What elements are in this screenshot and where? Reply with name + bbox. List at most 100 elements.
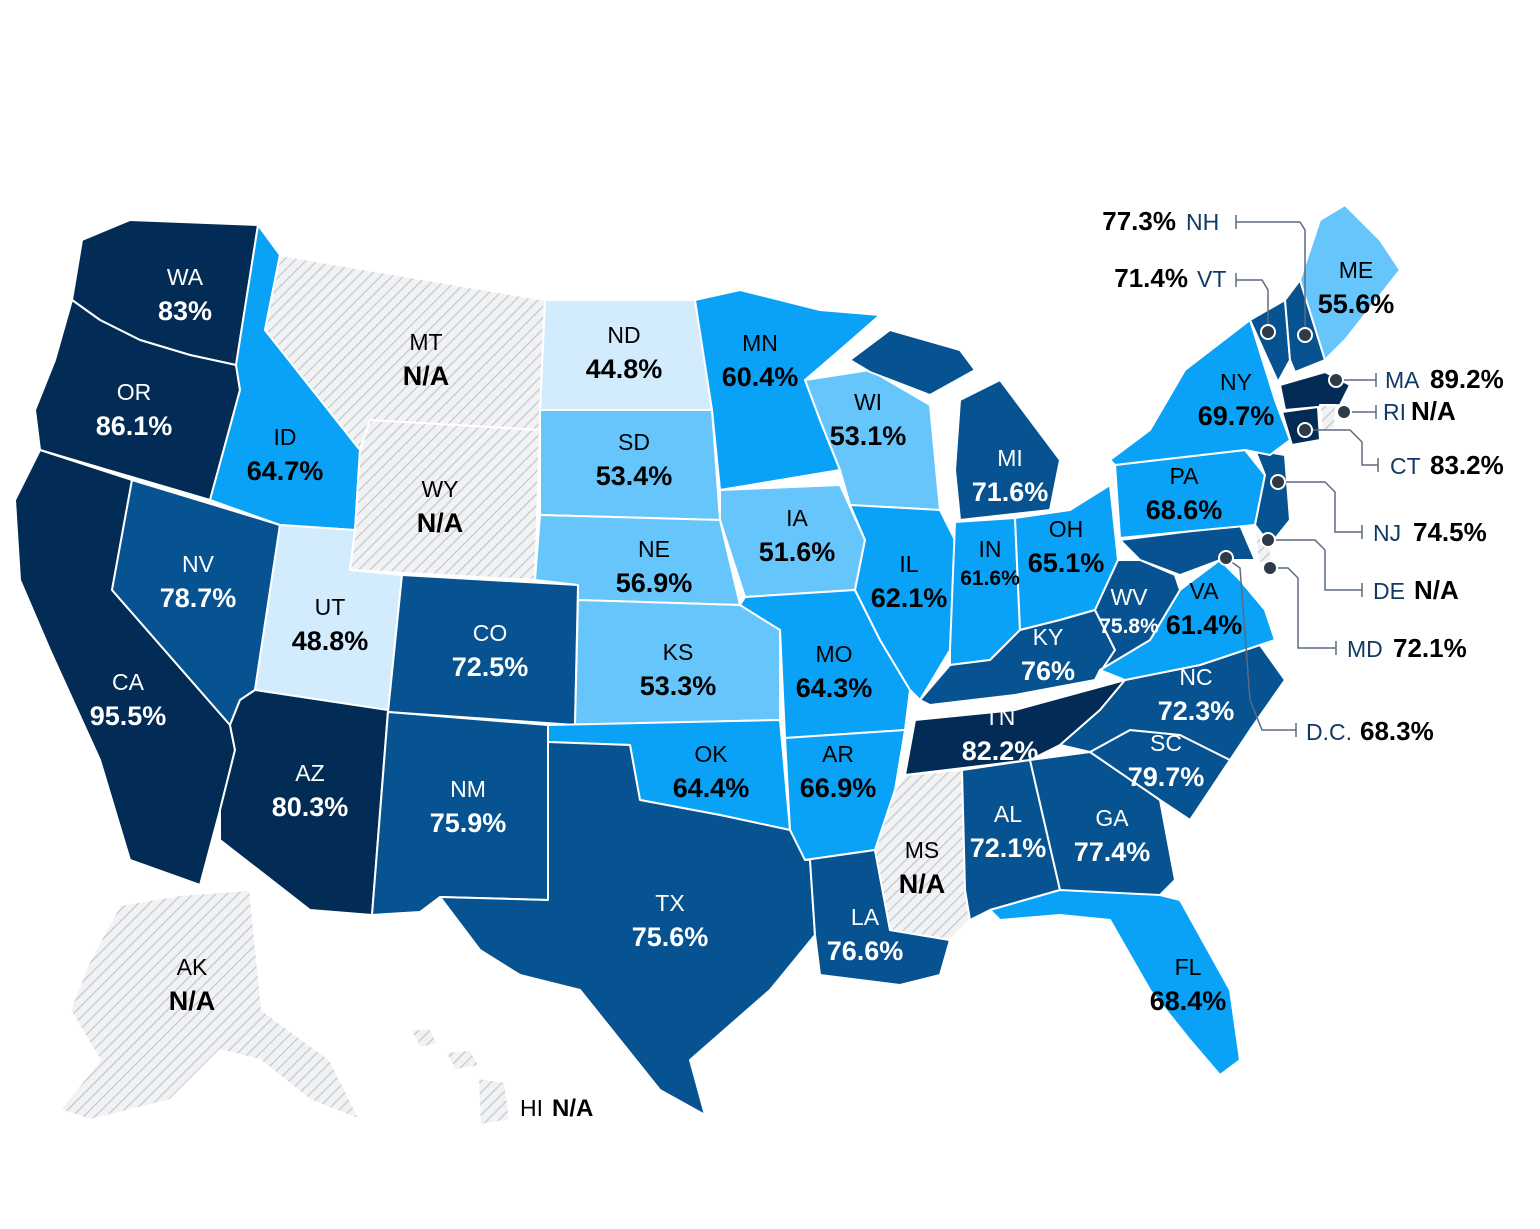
callout-dot-nj <box>1270 474 1286 490</box>
callout-dot-nh <box>1297 327 1313 343</box>
callout-abbr-md: MD <box>1347 636 1383 662</box>
state-label-value-or: 86.1% <box>96 411 173 441</box>
state-NC[interactable] <box>1059 644 1286 761</box>
state-FL[interactable] <box>989 889 1241 1076</box>
callout-abbr-ct: CT <box>1390 453 1421 479</box>
callout-line-vt <box>1236 279 1269 332</box>
state-label-abbr-tx: TX <box>655 890 684 916</box>
state-label-value-nd: 44.8% <box>586 354 663 384</box>
state-label-value-az: 80.3% <box>272 792 349 822</box>
state-label-abbr-ne: NE <box>638 536 670 562</box>
state-label-value-ks: 53.3% <box>640 671 717 701</box>
callout-abbr-de: DE <box>1373 578 1405 604</box>
state-label-value-wa: 83% <box>158 296 212 326</box>
callout-value-nj: 74.5% <box>1413 517 1487 547</box>
state-label-abbr-fl: FL <box>1175 954 1202 980</box>
state-label-abbr-oh: OH <box>1049 516 1084 542</box>
state-NY[interactable] <box>1109 319 1291 466</box>
state-label-abbr-mo: MO <box>815 641 852 667</box>
state-label-abbr-in: IN <box>979 536 1002 562</box>
state-label-abbr-me: ME <box>1339 257 1374 283</box>
callout-line-ct <box>1305 429 1378 466</box>
state-label-abbr-nm: NM <box>450 776 486 802</box>
state-label-value-il: 62.1% <box>871 583 948 613</box>
state-label-value-tx: 75.6% <box>632 922 709 952</box>
state-label-abbr-az: AZ <box>295 760 324 786</box>
state-AK[interactable] <box>59 889 361 1121</box>
state-label-abbr-pa: PA <box>1170 463 1200 489</box>
callout-dot-md <box>1262 560 1278 576</box>
state-label-value-ne: 56.9% <box>616 568 693 598</box>
state-label-abbr-la: LA <box>851 904 880 930</box>
hi-label-value: N/A <box>552 1095 593 1122</box>
callout-value-vt: 71.4% <box>1114 263 1188 293</box>
state-MI-UP[interactable] <box>849 329 976 396</box>
state-label-value-nc: 72.3% <box>1158 696 1235 726</box>
state-label-abbr-nd: ND <box>607 322 640 348</box>
state-label-abbr-co: CO <box>473 620 508 646</box>
state-label-value-mt: N/A <box>403 361 450 391</box>
callout-dot-ri <box>1336 404 1352 420</box>
state-label-value-mi: 71.6% <box>972 477 1049 507</box>
state-label-abbr-sc: SC <box>1150 730 1182 756</box>
callout-line-md <box>1270 567 1336 649</box>
state-label-value-mn: 60.4% <box>722 362 799 392</box>
callout-dot-dc <box>1218 550 1234 566</box>
state-label-value-nv: 78.7% <box>160 583 237 613</box>
state-label-value-fl: 68.4% <box>1150 986 1227 1016</box>
state-label-abbr-ok: OK <box>694 741 728 767</box>
state-label-value-me: 55.6% <box>1318 289 1395 319</box>
state-label-abbr-nv: NV <box>182 551 215 577</box>
callout-line-de <box>1268 539 1362 591</box>
state-label-abbr-mn: MN <box>742 330 778 356</box>
state-RI[interactable] <box>1319 404 1337 433</box>
state-MI[interactable] <box>954 379 1061 521</box>
state-label-abbr-wi: WI <box>854 389 882 415</box>
state-label-abbr-ut: UT <box>315 594 346 620</box>
callout-abbr-ma: MA <box>1385 367 1420 393</box>
state-HI[interactable] <box>409 1027 511 1126</box>
callout-dot-ct <box>1297 422 1313 438</box>
callout-dot-vt <box>1260 324 1276 340</box>
callout-abbr-dc: D.C. <box>1306 719 1352 745</box>
state-label-abbr-ks: KS <box>663 639 694 665</box>
state-label-abbr-va: VA <box>1190 578 1220 604</box>
state-label-value-al: 72.1% <box>970 833 1047 863</box>
state-label-value-in: 61.6% <box>960 567 1020 590</box>
state-NJ[interactable] <box>1254 449 1291 546</box>
state-label-abbr-ms: MS <box>905 837 940 863</box>
state-label-abbr-wa: WA <box>167 264 204 290</box>
state-label-abbr-sd: SD <box>618 429 650 455</box>
state-label-abbr-mt: MT <box>409 329 442 355</box>
state-WV[interactable] <box>1094 559 1181 681</box>
callout-line-nj <box>1278 481 1362 533</box>
state-label-value-mo: 64.3% <box>796 673 873 703</box>
state-label-value-wy: N/A <box>417 508 464 538</box>
state-IL[interactable] <box>849 504 956 701</box>
state-label-value-pa: 68.6% <box>1146 495 1223 525</box>
state-label-abbr-mi: MI <box>997 445 1023 471</box>
state-label-value-va: 61.4% <box>1166 610 1243 640</box>
state-label-abbr-or: OR <box>117 379 152 405</box>
state-label-value-wi: 53.1% <box>830 421 907 451</box>
state-label-value-sc: 79.7% <box>1128 762 1205 792</box>
callout-abbr-nh: NH <box>1186 209 1219 235</box>
state-label-abbr-ia: IA <box>786 505 808 531</box>
state-label-abbr-id: ID <box>274 424 297 450</box>
state-ME[interactable] <box>1299 204 1401 361</box>
state-label-abbr-ga: GA <box>1095 805 1129 831</box>
state-label-abbr-nc: NC <box>1179 664 1212 690</box>
callout-dot-de <box>1260 532 1276 548</box>
callout-value-nh: 77.3% <box>1102 206 1176 236</box>
state-label-value-nm: 75.9% <box>430 808 507 838</box>
callout-abbr-nj: NJ <box>1373 520 1401 546</box>
callout-dot-ma <box>1328 372 1344 388</box>
callout-line-dc <box>1225 557 1296 731</box>
state-KS[interactable] <box>574 599 781 726</box>
state-CO[interactable] <box>387 574 579 726</box>
callout-abbr-vt: VT <box>1197 266 1226 292</box>
state-label-value-oh: 65.1% <box>1028 548 1105 578</box>
state-TX[interactable] <box>439 741 816 1116</box>
state-label-value-ia: 51.6% <box>759 537 836 567</box>
state-label-abbr-ak: AK <box>177 954 208 980</box>
